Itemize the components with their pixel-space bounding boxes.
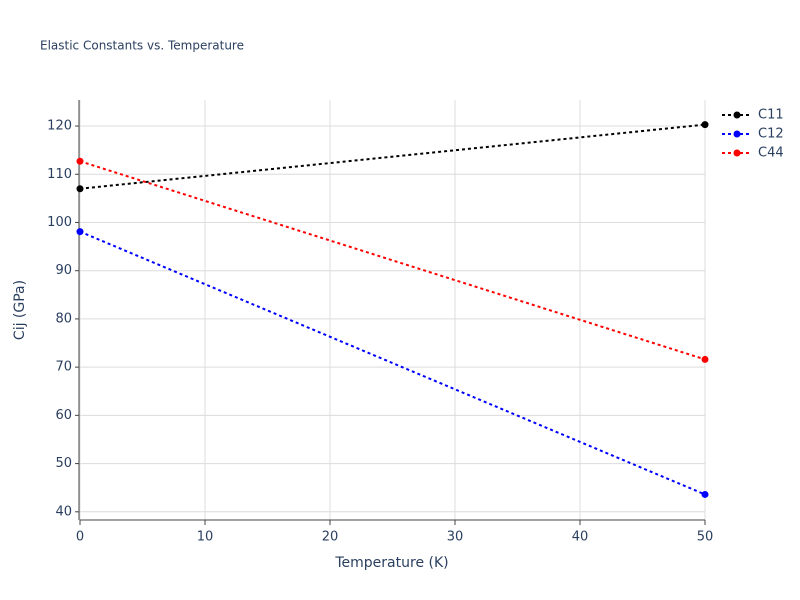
y-tick-label: 120 xyxy=(47,119,72,134)
series-line xyxy=(79,123,706,190)
legend-item[interactable]: C12 xyxy=(722,127,784,142)
legend-item[interactable]: C11 xyxy=(722,108,784,123)
data-point xyxy=(76,185,84,193)
data-point xyxy=(76,228,84,236)
data-point xyxy=(701,355,709,363)
chart-title: Elastic Constants vs. Temperature xyxy=(40,39,244,53)
legend-label: C44 xyxy=(758,146,784,161)
legend-item[interactable]: C44 xyxy=(722,146,784,161)
y-tick-label: 40 xyxy=(55,504,72,519)
y-tick-label: 80 xyxy=(55,311,72,326)
series-line xyxy=(79,160,706,361)
x-tick-label: 0 xyxy=(76,530,84,545)
x-axis-label: Temperature (K) xyxy=(334,555,448,571)
legend-marker xyxy=(733,130,741,138)
legend-label: C12 xyxy=(758,127,784,142)
x-tick-label: 40 xyxy=(572,530,589,545)
legend-label: C11 xyxy=(758,108,784,123)
legend-marker xyxy=(733,149,741,157)
y-tick-label: 60 xyxy=(55,408,72,423)
data-point xyxy=(701,121,709,129)
y-tick-label: 70 xyxy=(55,360,72,375)
x-tick-label: 50 xyxy=(697,530,714,545)
y-tick-label: 110 xyxy=(47,167,72,182)
x-tick-label: 10 xyxy=(197,530,214,545)
series-line xyxy=(79,230,706,496)
legend-marker xyxy=(733,111,741,119)
y-tick-label: 50 xyxy=(55,456,72,471)
y-tick-label: 90 xyxy=(55,263,72,278)
x-tick-label: 20 xyxy=(322,530,339,545)
y-tick-label: 100 xyxy=(47,215,72,230)
x-tick-label: 30 xyxy=(447,530,464,545)
y-axis-label: Cij (GPa) xyxy=(12,280,28,340)
data-point xyxy=(701,490,709,498)
data-point xyxy=(76,157,84,165)
